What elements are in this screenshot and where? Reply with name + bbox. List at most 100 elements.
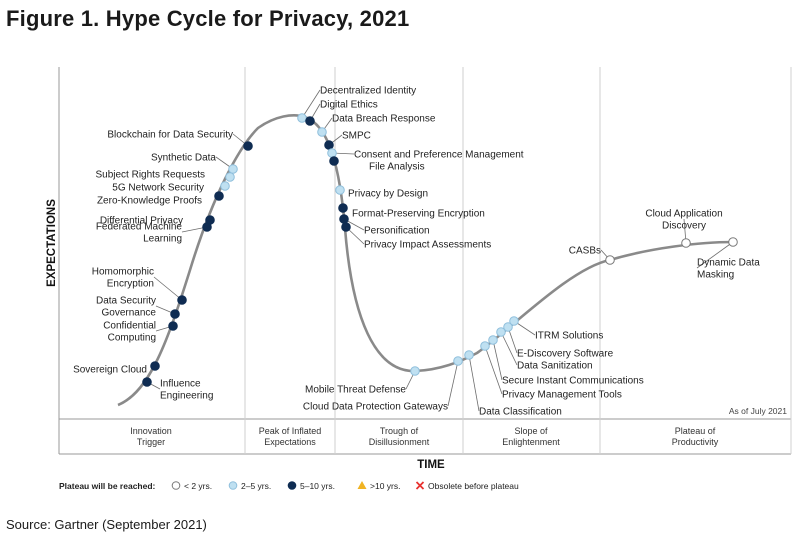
label-subject-rights-requests: Subject Rights Requests bbox=[95, 170, 205, 181]
point-synthetic-data bbox=[228, 164, 238, 174]
legend-marker-5to10 bbox=[287, 481, 297, 490]
label-casbs: CASBs bbox=[569, 246, 601, 257]
label-data-classification: Data Classification bbox=[479, 407, 562, 418]
phase-plateau-of-productivity: Plateau of Productivity bbox=[672, 426, 719, 447]
leader-secure-instant-communications bbox=[492, 339, 503, 381]
point-subject-rights-requests bbox=[225, 172, 235, 182]
label-blockchain-for-data-security: Blockchain for Data Security bbox=[107, 130, 233, 141]
point-itrm-solutions bbox=[509, 316, 519, 326]
as-of-note: As of July 2021 bbox=[729, 406, 787, 416]
point-zero-knowledge-proofs bbox=[214, 191, 224, 201]
label-homomorphic-encryption: Homomorphic Encryption bbox=[92, 267, 154, 290]
point-influence-engineering bbox=[142, 377, 152, 387]
leader-data-classification bbox=[468, 354, 480, 412]
phase-innovation-trigger: Innovation Trigger bbox=[130, 426, 172, 447]
label-dynamic-data-masking: Dynamic Data Masking bbox=[697, 258, 760, 281]
label-zero-knowledge-proofs: Zero-Knowledge Proofs bbox=[97, 196, 202, 207]
label-decentralized-identity: Decentralized Identity bbox=[320, 86, 416, 97]
point-5g-network-security bbox=[220, 181, 230, 191]
point-file-analysis bbox=[329, 156, 339, 166]
label-data-breach-response: Data Breach Response bbox=[332, 114, 436, 125]
point-smpc bbox=[324, 140, 334, 150]
figure-title: Figure 1. Hype Cycle for Privacy, 2021 bbox=[6, 6, 410, 31]
label-personification: Personification bbox=[364, 226, 430, 237]
legend-label-5to10: 5–10 yrs. bbox=[300, 481, 335, 491]
source-note: Source: Gartner (September 2021) bbox=[6, 517, 207, 532]
phase-peak-of-inflated-expectations: Peak of Inflated Expectations bbox=[259, 426, 322, 447]
legend-marker-lt2 bbox=[171, 481, 181, 490]
legend-label-gt10: >10 yrs. bbox=[370, 481, 400, 491]
point-cloud-data-protection-gateways bbox=[453, 356, 463, 366]
label-federated-machine-learning: Federated Machine Learning bbox=[96, 222, 183, 245]
leader-data-sanitization bbox=[500, 331, 518, 366]
phase-dividers bbox=[244, 67, 601, 454]
leader-dynamic-data-masking bbox=[696, 241, 734, 269]
label-secure-instant-communications: Secure Instant Communications bbox=[502, 376, 644, 387]
label-sovereign-cloud: Sovereign Cloud bbox=[73, 365, 147, 376]
label-mobile-threat-defense: Mobile Threat Defense bbox=[305, 385, 406, 396]
point-consent-and-preference-management bbox=[327, 148, 337, 158]
point-format-preserving-encryption bbox=[338, 203, 348, 213]
label-itrm-solutions: ITRM Solutions bbox=[535, 331, 603, 342]
point-dynamic-data-masking bbox=[728, 237, 738, 247]
point-privacy-impact-assessments bbox=[341, 222, 351, 232]
phase-slope-of-enlightenment: Slope of Enlightenment bbox=[502, 426, 560, 447]
label-e-discovery-software: E-Discovery Software bbox=[517, 349, 614, 360]
point-cloud-application-discovery bbox=[681, 238, 691, 248]
point-privacy-management-tools bbox=[480, 341, 490, 351]
label-privacy-impact-assessments: Privacy Impact Assessments bbox=[364, 240, 491, 251]
label-confidential-computing: Confidential Computing bbox=[103, 321, 156, 344]
label-data-sanitization: Data Sanitization bbox=[517, 361, 593, 372]
label-differential-privacy: Differential Privacy bbox=[100, 216, 183, 227]
point-data-sanitization bbox=[496, 327, 506, 337]
x-axis-label: TIME bbox=[417, 459, 445, 471]
chart-frame bbox=[58, 67, 792, 455]
legend-marker-gt10 bbox=[357, 481, 367, 489]
label-cloud-application-discovery: Cloud Application Discovery bbox=[645, 209, 722, 232]
leader-privacy-management-tools bbox=[484, 345, 503, 395]
point-blockchain-for-data-security bbox=[243, 141, 253, 151]
point-casbs bbox=[605, 255, 615, 265]
label-data-security-governance: Data Security Governance bbox=[96, 296, 156, 319]
technology-points bbox=[142, 113, 738, 387]
point-decentralized-identity bbox=[297, 113, 307, 123]
legend-marker-obsolete bbox=[415, 481, 425, 490]
label-file-analysis: File Analysis bbox=[369, 162, 425, 173]
legend: Plateau will be reached: < 2 yrs. 2–5 yrs.… bbox=[59, 481, 519, 491]
phase-labels: Innovation Trigger Peak of Inflated Expecta… bbox=[130, 426, 719, 447]
point-differential-privacy bbox=[205, 215, 215, 225]
point-e-discovery-software bbox=[503, 322, 513, 332]
technology-labels: Influence Engineering Sovereign Cloud Confi… bbox=[73, 86, 760, 418]
point-homomorphic-encryption bbox=[177, 295, 187, 305]
leader-cloud-data-protection-gateways bbox=[447, 360, 459, 407]
point-data-security-governance bbox=[170, 309, 180, 319]
label-influence-engineering: Influence Engineering bbox=[160, 379, 213, 402]
legend-label-2to5: 2–5 yrs. bbox=[241, 481, 271, 491]
leader-decentralized-identity bbox=[301, 89, 321, 119]
point-digital-ethics bbox=[305, 116, 315, 126]
point-personification bbox=[339, 214, 349, 224]
leader-homomorphic-encryption bbox=[153, 276, 183, 301]
label-format-preserving-encryption: Format-Preserving Encryption bbox=[352, 209, 485, 220]
phase-trough-of-disillusionment: Trough of Disillusionment bbox=[369, 426, 430, 447]
label-smpc: SMPC bbox=[342, 131, 371, 142]
legend-label-lt2: < 2 yrs. bbox=[184, 481, 212, 491]
label-5g-network-security: 5G Network Security bbox=[112, 183, 204, 194]
hype-cycle-chart: Influence Engineering Sovereign Cloud Confi… bbox=[46, 67, 792, 491]
point-data-breach-response bbox=[317, 127, 327, 137]
point-sovereign-cloud bbox=[150, 361, 160, 371]
legend-marker-2to5 bbox=[228, 481, 238, 490]
point-privacy-by-design bbox=[335, 185, 345, 195]
label-consent-and-preference-management: Consent and Preference Management bbox=[354, 150, 524, 161]
point-mobile-threat-defense bbox=[410, 366, 420, 376]
y-axis-label: EXPECTATIONS bbox=[46, 199, 58, 287]
label-synthetic-data: Synthetic Data bbox=[151, 153, 216, 164]
legend-title: Plateau will be reached: bbox=[59, 481, 156, 491]
label-cloud-data-protection-gateways: Cloud Data Protection Gateways bbox=[303, 402, 448, 413]
point-data-classification bbox=[464, 350, 474, 360]
point-confidential-computing bbox=[168, 321, 178, 331]
legend-label-obsolete: Obsolete before plateau bbox=[428, 481, 519, 491]
point-secure-instant-communications bbox=[488, 335, 498, 345]
label-privacy-by-design: Privacy by Design bbox=[348, 189, 428, 200]
label-privacy-management-tools: Privacy Management Tools bbox=[502, 390, 622, 401]
